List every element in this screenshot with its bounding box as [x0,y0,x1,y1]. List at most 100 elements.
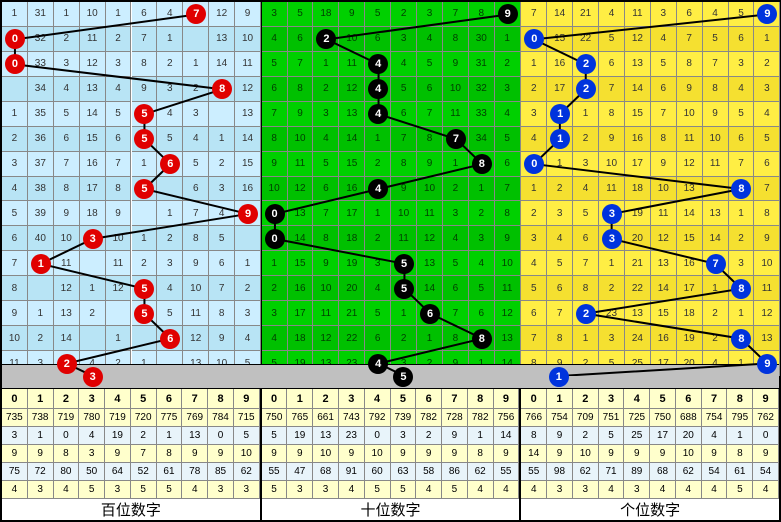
ball: 3 [83,229,103,249]
header-digit: 1 [287,389,313,408]
cell: 22 [339,326,365,351]
cell: 33 [28,52,54,77]
cell: 13 [417,251,443,276]
stat-cell: 9 [208,445,234,463]
cell: 5 [262,52,288,77]
cell: 3 [2,152,28,177]
cell: 18 [339,226,365,251]
stat-cell: 3 [28,481,54,499]
stat-cell: 3 [287,481,313,499]
stat-cell: 55 [262,463,288,481]
stat-cell: 64 [105,463,131,481]
cell: 4 [729,77,755,102]
stat-cell: 754 [702,409,728,427]
cell: 24 [625,326,651,351]
stat-cell: 661 [313,409,339,427]
stat-cell: 9 [442,445,468,463]
cell: 9 [132,77,158,102]
stat-cell: 3 [2,427,28,445]
cell: 12 [313,326,339,351]
cell: 4 [157,102,183,127]
cell: 6 [677,2,703,27]
cell: 3 [495,77,521,102]
stat-cell: 62 [676,463,702,481]
cell: 3 [469,226,495,251]
stat-cell: 8 [157,445,183,463]
stat-cell: 8 [54,445,80,463]
cell: 1 [132,226,158,251]
cell: 5 [573,201,599,226]
cell: 11 [339,52,365,77]
cell: 2 [365,152,391,177]
stat-cell: 3 [624,481,650,499]
cell [209,102,235,127]
cell: 7 [391,127,417,152]
cell: 1 [2,102,28,127]
cell: 13 [54,301,80,326]
cell: 32 [28,27,54,52]
stat-cell: 4 [702,427,728,445]
cell: 13 [625,52,651,77]
stat-cell: 3 [79,445,105,463]
cell: 7 [521,2,547,27]
stat-cell: 86 [442,463,468,481]
cell: 9 [235,2,261,27]
cell [183,27,209,52]
cell: 22 [573,27,599,52]
cell: 12 [651,226,677,251]
cell: 9 [754,226,780,251]
stat-cell: 61 [157,463,183,481]
cell: 2 [754,52,780,77]
cell: 3 [391,27,417,52]
cell: 8 [183,226,209,251]
cell: 11 [183,301,209,326]
stat-cell: 4 [79,427,105,445]
cell: 16 [288,276,314,301]
cell: 10 [599,152,625,177]
stat-cell: 4 [494,481,520,499]
stat-cell: 78 [182,463,208,481]
stat-cell: 9 [702,445,728,463]
cell: 11 [599,177,625,202]
cell: 3 [313,102,339,127]
header-digit: 9 [753,389,779,408]
cell: 7 [106,152,132,177]
stat-cell: 4 [753,481,779,499]
cell: 7 [729,152,755,177]
header-digit: 6 [676,389,702,408]
cell: 1 [495,27,521,52]
cell: 4 [313,127,339,152]
cell: 2 [106,27,132,52]
cell: 7 [417,102,443,127]
cell: 1 [209,127,235,152]
cell: 10 [495,251,521,276]
stat-cell: 4 [676,481,702,499]
stat-cell: 5 [262,427,288,445]
stat-cell: 725 [624,409,650,427]
stat-cell: 782 [416,409,442,427]
cell: 5 [209,226,235,251]
cell: 7 [599,77,625,102]
cell: 21 [625,251,651,276]
cell: 5 [391,77,417,102]
stat-cell: 5 [391,481,417,499]
cell: 2 [443,177,469,202]
cell: 16 [80,152,106,177]
stat-cell: 20 [676,427,702,445]
cell: 16 [677,251,703,276]
stat-cell: 9 [339,445,365,463]
stat-cell: 55 [494,463,520,481]
stat-cell: 0 [753,427,779,445]
cell: 3 [365,251,391,276]
cell: 3 [651,2,677,27]
stat-cell: 75 [2,463,28,481]
cell: 21 [573,2,599,27]
stat-cell: 9 [182,445,208,463]
cell: 5 [547,251,573,276]
header-digit: 1 [28,389,54,408]
cell: 8 [651,127,677,152]
cell: 18 [677,301,703,326]
cell: 4 [547,226,573,251]
stat-cell: 3 [208,481,234,499]
cell: 2 [521,77,547,102]
